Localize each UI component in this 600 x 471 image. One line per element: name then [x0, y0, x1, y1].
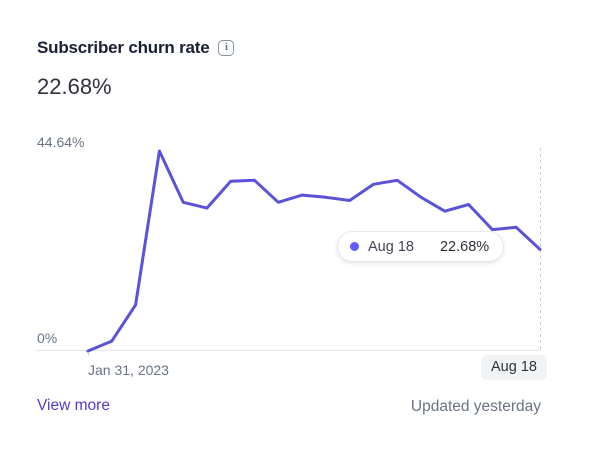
current-value: 22.68%	[37, 74, 112, 99]
y-axis-min-label: 0%	[37, 330, 58, 346]
chart-tooltip: Aug 18 22.68%	[337, 231, 505, 262]
updated-status: Updated yesterday	[410, 398, 541, 415]
info-icon[interactable]: i	[218, 40, 235, 56]
tooltip-date: Aug 18	[368, 238, 414, 255]
x-axis-start-label: Jan 31, 2023	[88, 362, 169, 378]
view-more-link[interactable]: View more	[37, 397, 110, 414]
tooltip-value: 22.68%	[439, 238, 490, 255]
churn-rate-line	[86, 149, 542, 353]
card-header: Subscriber churn rate i	[37, 38, 235, 58]
card-title: Subscriber churn rate	[37, 38, 210, 57]
x-axis-end-label: Aug 18	[481, 355, 547, 380]
y-axis-max-label: 44.64%	[37, 134, 85, 150]
series-dot-icon	[350, 242, 359, 251]
